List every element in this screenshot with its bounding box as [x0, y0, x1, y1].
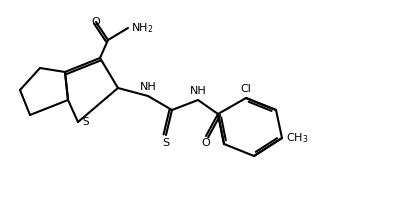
Text: NH$_2$: NH$_2$: [131, 21, 153, 35]
Text: O: O: [91, 17, 100, 27]
Text: S: S: [82, 117, 88, 127]
Text: CH$_3$: CH$_3$: [285, 131, 308, 145]
Text: NH: NH: [189, 86, 206, 96]
Text: NH: NH: [139, 82, 156, 92]
Text: Cl: Cl: [240, 84, 251, 94]
Text: S: S: [162, 138, 169, 148]
Text: O: O: [201, 138, 210, 148]
